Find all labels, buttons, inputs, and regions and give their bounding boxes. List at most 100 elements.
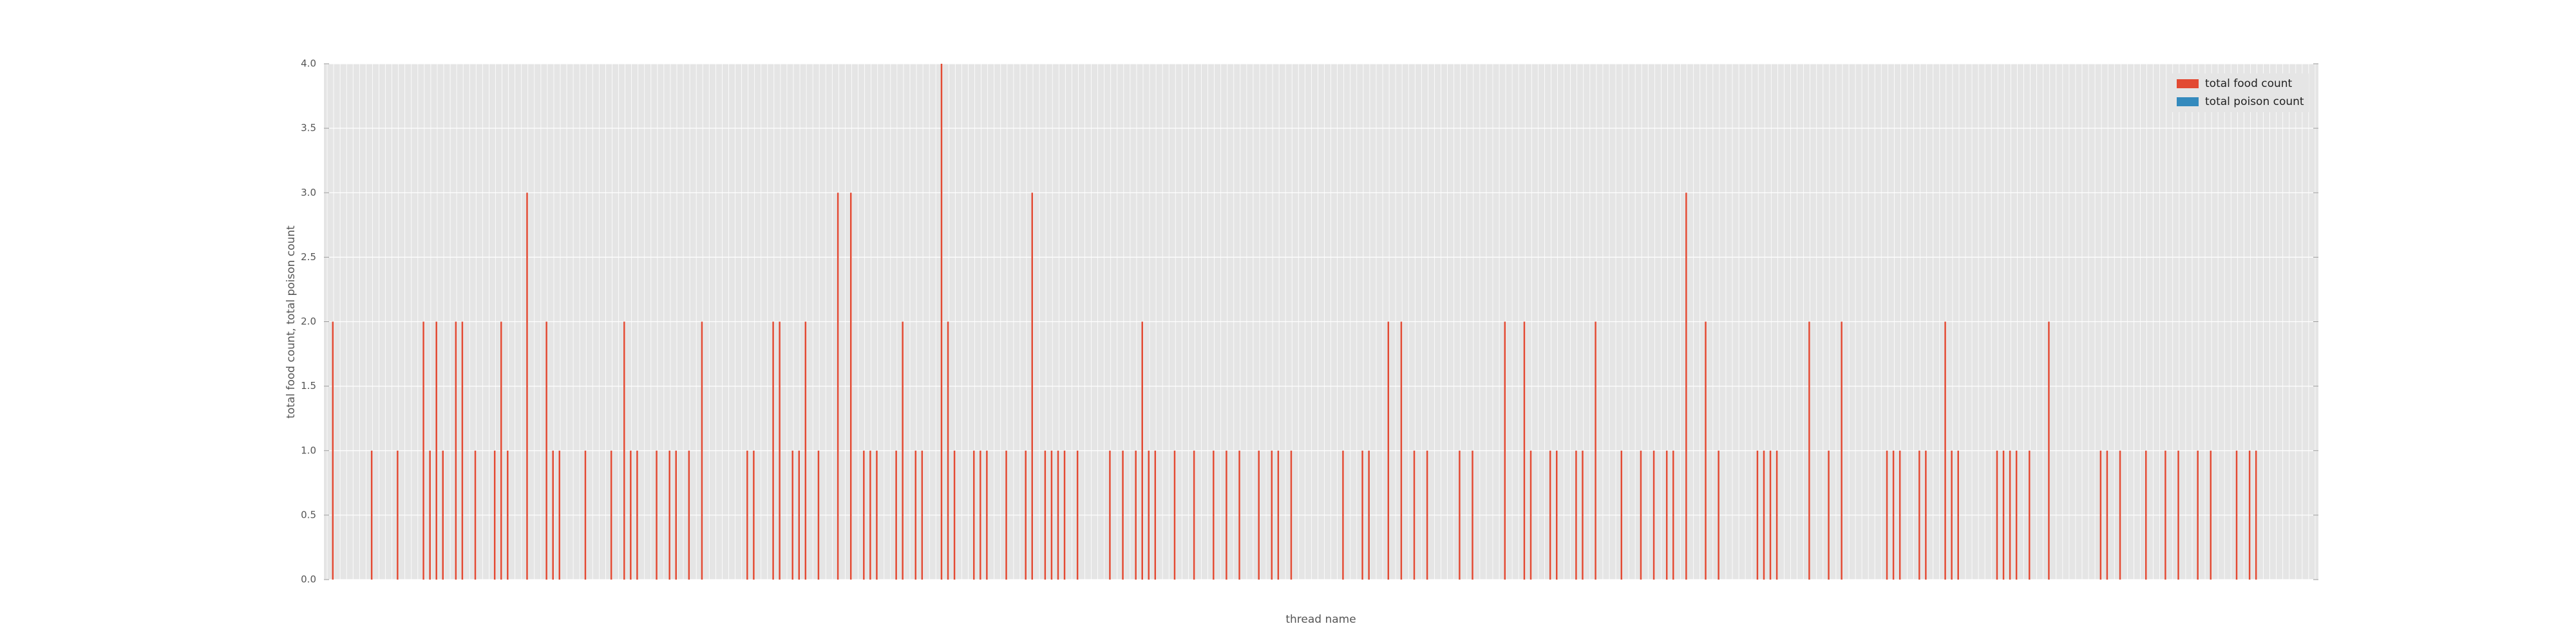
bar bbox=[1828, 450, 1830, 580]
bar bbox=[2255, 450, 2257, 580]
bar bbox=[837, 193, 839, 580]
bar bbox=[798, 450, 800, 580]
bar bbox=[2177, 450, 2179, 580]
bar bbox=[817, 450, 820, 580]
bar bbox=[422, 321, 424, 580]
legend-label: total poison count bbox=[2205, 95, 2304, 108]
bar bbox=[610, 450, 612, 580]
bar bbox=[526, 193, 528, 580]
bar bbox=[849, 193, 852, 580]
bar bbox=[1368, 450, 1370, 580]
y-tick-label: 3.0 bbox=[301, 187, 316, 198]
bar bbox=[2099, 450, 2102, 580]
bar bbox=[1620, 450, 1623, 580]
y-tick-label: 0.0 bbox=[301, 574, 316, 585]
bar bbox=[507, 450, 509, 580]
bar bbox=[1135, 450, 1137, 580]
bar bbox=[1582, 450, 1584, 580]
bar bbox=[753, 450, 755, 580]
bar bbox=[1665, 450, 1668, 580]
bar bbox=[940, 64, 943, 580]
bar bbox=[1918, 450, 1920, 580]
x-axis-label: thread name bbox=[1285, 613, 1356, 626]
bar bbox=[1258, 450, 1260, 580]
bar bbox=[1290, 450, 1293, 580]
bar bbox=[1575, 450, 1577, 580]
bar bbox=[461, 321, 464, 580]
bar bbox=[584, 450, 587, 580]
bar bbox=[545, 321, 547, 580]
bar bbox=[397, 450, 399, 580]
y-axis-label: total food count, total poison count bbox=[285, 225, 298, 419]
bar bbox=[1472, 450, 1473, 580]
bar bbox=[1342, 450, 1344, 580]
bar bbox=[986, 450, 988, 580]
bar bbox=[474, 450, 477, 580]
bar bbox=[1361, 450, 1363, 580]
bar bbox=[1653, 450, 1655, 580]
bar bbox=[1271, 450, 1273, 580]
bars bbox=[332, 64, 2257, 580]
bar bbox=[1672, 450, 1674, 580]
bar bbox=[2029, 450, 2031, 580]
y-tick-label: 1.0 bbox=[301, 444, 316, 456]
bar bbox=[1277, 450, 1280, 580]
bar bbox=[1063, 450, 1066, 580]
bar bbox=[947, 321, 949, 580]
y-tick-label: 0.5 bbox=[301, 509, 316, 520]
bar bbox=[668, 450, 670, 580]
bar bbox=[2009, 450, 2011, 580]
bar bbox=[869, 450, 871, 580]
bar bbox=[863, 450, 865, 580]
bar bbox=[1050, 450, 1053, 580]
bar bbox=[1763, 450, 1765, 580]
bar bbox=[332, 321, 334, 580]
bar bbox=[1193, 450, 1195, 580]
bar bbox=[1226, 450, 1227, 580]
bar bbox=[1154, 450, 1157, 580]
bar bbox=[779, 321, 781, 580]
bar bbox=[1718, 450, 1719, 580]
bar bbox=[1756, 450, 1759, 580]
bar bbox=[1400, 321, 1403, 580]
bar bbox=[455, 321, 457, 580]
bar bbox=[746, 450, 748, 580]
legend-swatch bbox=[2177, 97, 2199, 106]
bar bbox=[1886, 450, 1888, 580]
bar bbox=[1459, 450, 1461, 580]
bar bbox=[2119, 450, 2121, 580]
bar bbox=[1238, 450, 1240, 580]
bar bbox=[1549, 450, 1551, 580]
bar bbox=[636, 450, 638, 580]
bar bbox=[895, 450, 897, 580]
bar bbox=[2248, 450, 2251, 580]
bar bbox=[630, 450, 632, 580]
bar bbox=[1925, 450, 1927, 580]
bar bbox=[1769, 450, 1772, 580]
bar bbox=[2002, 450, 2005, 580]
y-tick-label: 2.5 bbox=[301, 251, 316, 263]
y-tick-label: 1.5 bbox=[301, 380, 316, 392]
bar bbox=[2145, 450, 2147, 580]
bar bbox=[876, 450, 878, 580]
bar bbox=[1841, 321, 1842, 580]
legend: total food count total poison count bbox=[2170, 73, 2309, 112]
y-tick-label: 4.0 bbox=[301, 58, 316, 70]
bar bbox=[1595, 321, 1596, 580]
bar bbox=[921, 450, 923, 580]
bar bbox=[442, 450, 444, 580]
bar bbox=[1031, 193, 1034, 580]
bar bbox=[370, 450, 373, 580]
bar bbox=[435, 321, 437, 580]
bar bbox=[623, 321, 625, 580]
bar bbox=[552, 450, 554, 580]
bar bbox=[1640, 450, 1642, 580]
bar bbox=[2106, 450, 2108, 580]
bar bbox=[804, 321, 807, 580]
bar bbox=[2210, 450, 2212, 580]
legend-swatch bbox=[2177, 79, 2199, 88]
bar bbox=[1213, 450, 1215, 580]
bar bbox=[1944, 321, 1946, 580]
bar bbox=[1148, 450, 1150, 580]
